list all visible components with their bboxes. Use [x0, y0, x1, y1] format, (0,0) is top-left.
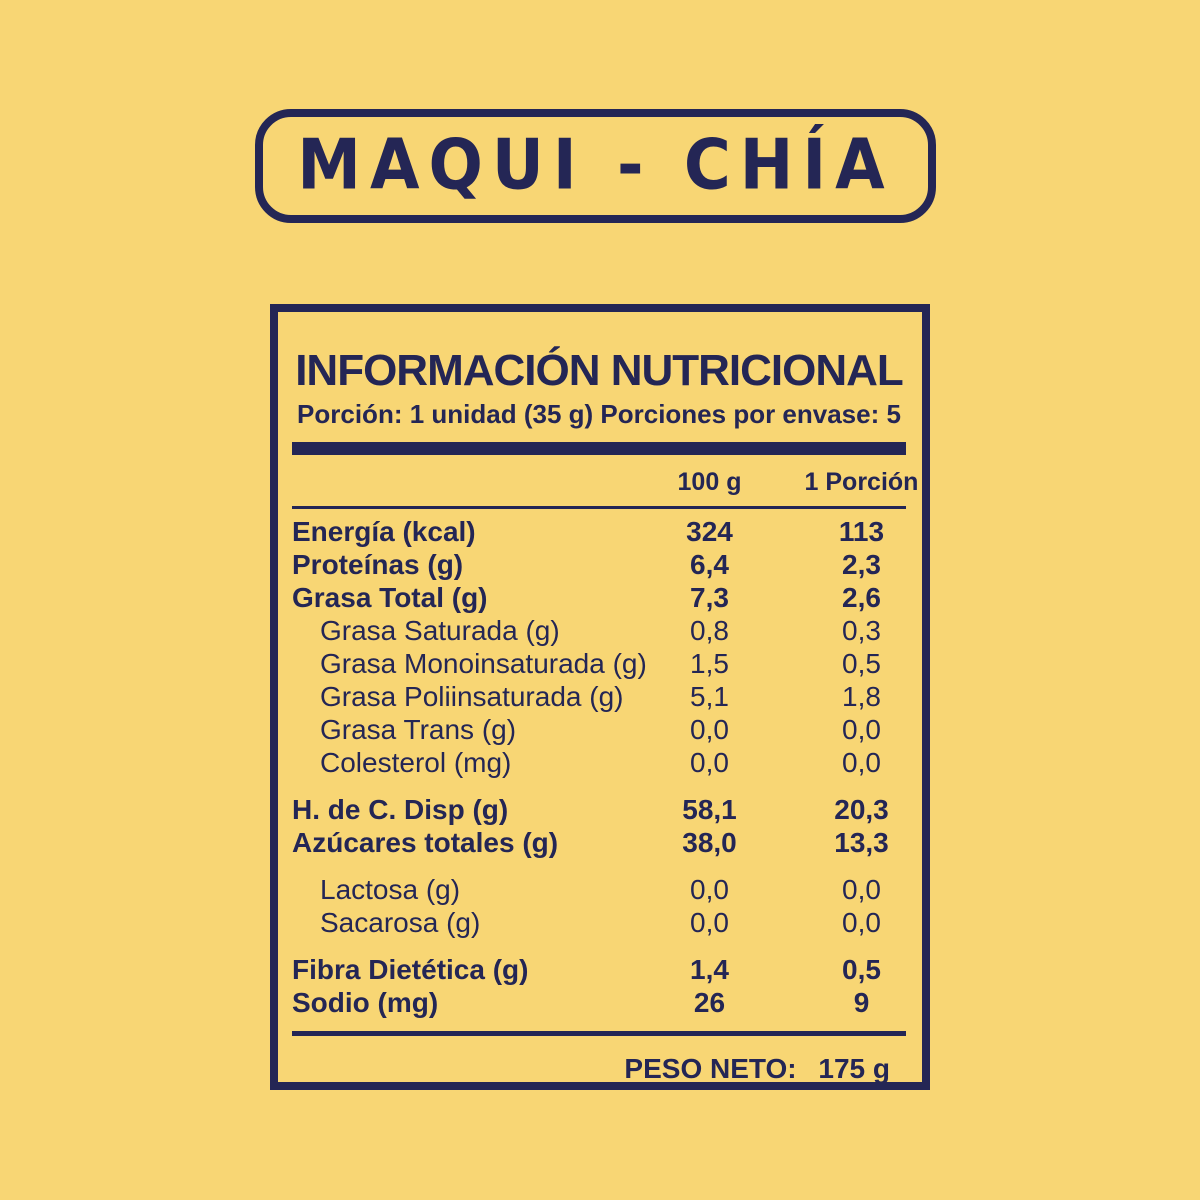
- row-label: Grasa Total (g): [292, 582, 488, 614]
- row-label: Grasa Poliinsaturada (g): [320, 681, 624, 713]
- table-row: Lactosa (g) 0,0 0,0: [292, 873, 906, 906]
- value-100g: 0,8: [690, 615, 729, 647]
- row-label: H. de C. Disp (g): [292, 794, 509, 826]
- table-row: Colesterol (mg) 0,0 0,0: [292, 746, 906, 779]
- table-row: Grasa Saturada (g) 0,8 0,3: [292, 614, 906, 647]
- value-portion: 0,5: [842, 954, 881, 986]
- row-label: Azúcares totales (g): [292, 827, 559, 859]
- table-row: Azúcares totales (g) 38,0 13,3: [292, 826, 906, 859]
- value-portion: 2,6: [842, 582, 881, 614]
- row-label: Energía (kcal): [292, 516, 476, 548]
- table-row: Sodio (mg) 26 9: [292, 986, 906, 1019]
- footer-divider-rule: [292, 1031, 906, 1037]
- net-weight-value: 175 g: [818, 1053, 890, 1085]
- value-portion: 0,0: [842, 714, 881, 746]
- table-row: Grasa Trans (g) 0,0 0,0: [292, 713, 906, 746]
- table-row: Sacarosa (g) 0,0 0,0: [292, 906, 906, 939]
- value-portion: 113: [838, 516, 885, 548]
- value-100g: 1,4: [690, 954, 729, 986]
- value-100g: 1,5: [690, 648, 729, 680]
- value-100g: 7,3: [690, 582, 729, 614]
- row-label: Grasa Monoinsaturada (g): [320, 648, 647, 680]
- value-portion: 0,0: [842, 907, 881, 939]
- value-100g: 38,0: [682, 827, 737, 859]
- table-row: H. de C. Disp (g) 58,1 20,3: [292, 793, 906, 826]
- row-label: Sacarosa (g): [320, 907, 481, 939]
- value-portion: 1,8: [842, 681, 881, 713]
- value-100g: 0,0: [690, 747, 729, 779]
- row-label: Colesterol (mg): [320, 747, 512, 779]
- value-100g: 6,4: [690, 549, 729, 581]
- value-100g: 26: [693, 987, 726, 1019]
- table-row: Energía (kcal) 324 113: [292, 515, 906, 548]
- net-weight-label: PESO NETO:: [624, 1053, 797, 1085]
- header-divider-bar: [292, 442, 906, 456]
- value-portion: 2,3: [842, 549, 881, 581]
- column-header-portion: 1 Porción: [804, 468, 919, 497]
- value-100g: 5,1: [690, 681, 729, 713]
- table-row: Grasa Monoinsaturada (g) 1,5 0,5: [292, 647, 906, 680]
- row-label: Sodio (mg): [292, 987, 439, 1019]
- product-title: MAQUI - CHÍA: [297, 126, 894, 206]
- value-portion: 13,3: [834, 827, 889, 859]
- value-portion: 0,3: [842, 615, 881, 647]
- value-portion: 20,3: [834, 794, 889, 826]
- table-row: Grasa Total (g) 7,3 2,6: [292, 581, 906, 614]
- value-portion: 0,0: [842, 874, 881, 906]
- value-100g: 0,0: [690, 714, 729, 746]
- serving-info: Porción: 1 unidad (35 g) Porciones por e…: [297, 399, 901, 430]
- value-portion: 0,5: [842, 648, 881, 680]
- table-row: Grasa Poliinsaturada (g) 5,1 1,8: [292, 680, 906, 713]
- row-label: Lactosa (g): [320, 874, 461, 906]
- table-row: Proteínas (g) 6,4 2,3: [292, 548, 906, 581]
- product-title-badge: MAQUI - CHÍA: [255, 109, 936, 223]
- nutrition-title: INFORMACIÓN NUTRICIONAL: [295, 346, 904, 395]
- row-label: Proteínas (g): [292, 549, 464, 581]
- value-100g: 0,0: [690, 907, 729, 939]
- value-100g: 0,0: [690, 874, 729, 906]
- value-100g: 324: [686, 516, 733, 548]
- column-header-100g: 100 g: [677, 468, 742, 497]
- value-portion: 9: [853, 987, 870, 1019]
- value-100g: 58,1: [682, 794, 737, 826]
- table-row: Fibra Dietética (g) 1,4 0,5: [292, 953, 906, 986]
- value-portion: 0,0: [842, 747, 881, 779]
- row-label: Grasa Trans (g): [320, 714, 517, 746]
- nutrition-rows: Energía (kcal) 324 113 Proteínas (g) 6,4…: [292, 515, 906, 1019]
- net-weight: PESO NETO: 175 g: [292, 1053, 906, 1085]
- row-label: Fibra Dietética (g): [292, 954, 529, 986]
- row-label: Grasa Saturada (g): [320, 615, 560, 647]
- column-header-row: 100 g 1 Porción: [292, 455, 918, 510]
- nutrition-facts-panel: INFORMACIÓN NUTRICIONAL Porción: 1 unida…: [270, 304, 930, 1090]
